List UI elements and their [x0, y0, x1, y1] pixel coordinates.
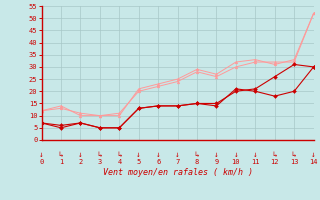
Text: 4: 4	[117, 159, 121, 165]
Text: ↓: ↓	[234, 150, 238, 159]
Text: ↓: ↓	[39, 150, 44, 159]
Text: 12: 12	[270, 159, 279, 165]
Text: 11: 11	[251, 159, 260, 165]
Text: 8: 8	[195, 159, 199, 165]
Text: ↓: ↓	[214, 150, 219, 159]
Text: 9: 9	[214, 159, 219, 165]
Text: ↓: ↓	[253, 150, 258, 159]
Text: 2: 2	[78, 159, 83, 165]
X-axis label: Vent moyen/en rafales ( km/h ): Vent moyen/en rafales ( km/h )	[103, 168, 252, 177]
Text: 7: 7	[175, 159, 180, 165]
Text: 13: 13	[290, 159, 299, 165]
Text: ↳: ↳	[98, 150, 102, 159]
Text: 6: 6	[156, 159, 160, 165]
Text: ↳: ↳	[292, 150, 297, 159]
Text: 1: 1	[59, 159, 63, 165]
Text: ↓: ↓	[156, 150, 161, 159]
Text: 3: 3	[98, 159, 102, 165]
Text: 10: 10	[232, 159, 240, 165]
Text: 5: 5	[137, 159, 141, 165]
Text: ↓: ↓	[311, 150, 316, 159]
Text: ↓: ↓	[78, 150, 83, 159]
Text: ↳: ↳	[272, 150, 277, 159]
Text: 14: 14	[309, 159, 318, 165]
Text: ↓: ↓	[175, 150, 180, 159]
Text: ↳: ↳	[59, 150, 63, 159]
Text: ↳: ↳	[195, 150, 199, 159]
Text: ↳: ↳	[117, 150, 122, 159]
Text: ↓: ↓	[136, 150, 141, 159]
Text: 0: 0	[39, 159, 44, 165]
